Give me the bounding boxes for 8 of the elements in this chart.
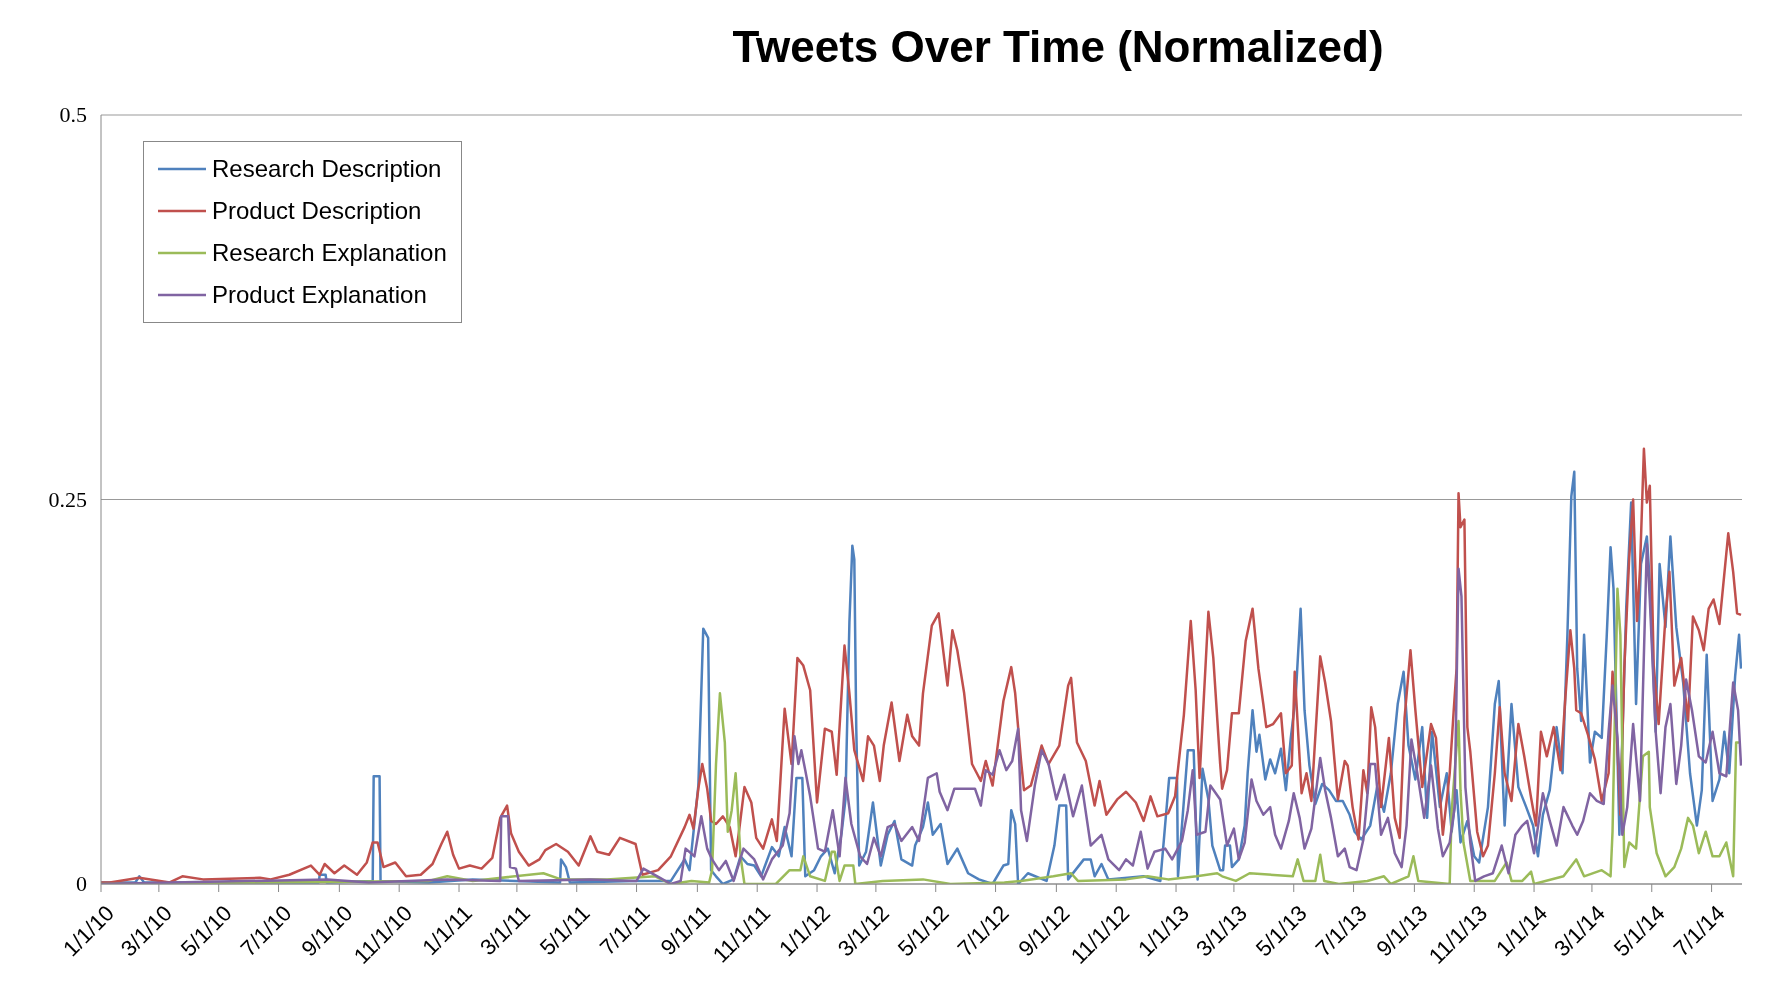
y-tick-label: 0.25 [48, 486, 87, 512]
legend-label: Research Description [212, 155, 442, 183]
chart-title: Tweets Over Time (Normalized) [732, 22, 1384, 72]
legend-label: Product Description [212, 197, 422, 225]
y-tick-label: 0.5 [59, 102, 87, 127]
legend-label: Product Explanation [212, 281, 427, 309]
y-tick-label: 0 [76, 871, 87, 896]
legend-label: Research Explanation [212, 239, 447, 267]
